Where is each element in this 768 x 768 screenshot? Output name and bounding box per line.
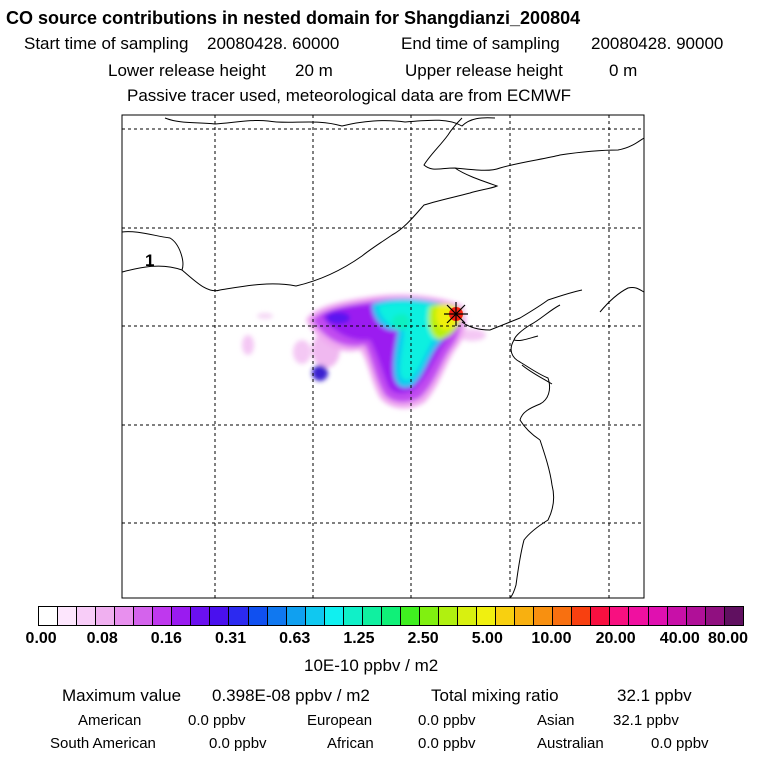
upper-release-label: Upper release height [405,61,563,80]
colorbar-swatch [477,607,497,625]
colorbar-swatch [343,607,363,625]
map-title: CO source contributions in nested domain… [6,8,581,28]
lower-release-value: 20 m [295,61,333,80]
start-time-value: 20080428. 60000 [207,34,340,53]
australian-value: 0.0 ppbv [651,735,709,752]
colorbar-swatch [305,607,325,625]
colorbar-swatch [610,607,630,625]
colorbar-swatch [686,607,706,625]
end-time-label: End time of sampling [401,34,560,53]
colorbar-tick-label: 0.00 [25,630,57,647]
upper-release-value: 0 m [609,61,638,80]
south-american-label: South American [50,735,156,752]
south-american-value: 0.0 ppbv [209,735,267,752]
african-label: African [327,735,374,752]
colorbar-swatch [381,607,401,625]
colorbar-tick-label: 5.00 [471,630,503,647]
lower-release-label: Lower release height [108,61,266,80]
colorbar-tick-label: 10.00 [531,630,572,647]
colorbar-unit: 10E-10 ppbv / m2 [304,656,439,675]
colorbar-tick-label: 0.31 [214,630,247,647]
colorbar-swatch [77,607,97,625]
colorbar-swatch [191,607,211,625]
max-value-label: Maximum value [62,686,182,705]
colorbar-swatch [438,607,459,625]
colorbar-swatch [172,607,192,625]
colorbar-swatch [96,607,116,625]
asian-value: 32.1 ppbv [613,712,679,729]
colorbar-swatch [400,607,420,625]
colorbar-swatch [362,607,382,625]
colorbar-swatch [724,607,743,625]
colorbar-tick-label: 0.16 [150,630,182,647]
max-value: 0.398E-08 ppbv / m2 [212,686,370,705]
colorbar-tick-label: 20.00 [595,630,636,647]
colorbar-swatch [286,607,306,625]
colorbar-swatch [496,607,516,625]
colorbar-tick-label: 40.00 [659,630,700,647]
colorbar-swatch [648,607,668,625]
colorbar-tick-label: 0.08 [86,630,118,647]
colorbar-swatch [667,607,687,625]
colorbar-swatch [629,607,649,625]
colorbar-swatch [153,607,173,625]
station-star-marker [444,302,468,326]
tracer-note: Passive tracer used, meteorological data… [127,86,572,105]
colorbar-swatch [705,607,725,625]
colorbar-swatch [248,607,268,625]
lat-lon-grid [122,115,644,598]
colorbar-swatch [229,607,249,625]
european-label: European [307,712,373,729]
colorbar-swatch [210,607,230,625]
african-value: 0.0 ppbv [418,735,476,752]
end-time-value: 20080428. 90000 [591,34,724,53]
asian-label: Asian [537,712,575,729]
colorbar-swatch [534,607,554,625]
colorbar [38,606,744,626]
colorbar-tick-label: 2.50 [407,630,439,647]
colorbar-swatch [419,607,439,625]
map-frame [121,114,645,599]
australian-label: Australian [537,735,604,752]
concentration-plume [242,294,486,409]
colorbar-swatch [267,607,287,625]
american-value: 0.0 ppbv [188,712,246,729]
colorbar-swatch [458,607,478,625]
colorbar-swatch [553,607,573,625]
colorbar-swatch [39,607,59,625]
region-label: 1 [145,251,155,270]
colorbar-swatch [324,607,344,625]
colorbar-swatch [115,607,135,625]
european-value: 0.0 ppbv [418,712,476,729]
total-mixing-value: 32.1 ppbv [617,686,692,705]
american-label: American [78,712,142,729]
colorbar-swatch [515,607,535,625]
total-mixing-label: Total mixing ratio [431,686,559,705]
colorbar-tick-label: 80.00 [707,630,749,647]
colorbar-tick-label: 0.63 [279,630,311,647]
colorbar-tick-label: 1.25 [343,630,375,647]
colorbar-swatch [591,607,611,625]
colorbar-swatch [572,607,592,625]
colorbar-swatch [134,607,154,625]
colorbar-swatch [58,607,78,625]
start-time-label: Start time of sampling [24,34,189,53]
